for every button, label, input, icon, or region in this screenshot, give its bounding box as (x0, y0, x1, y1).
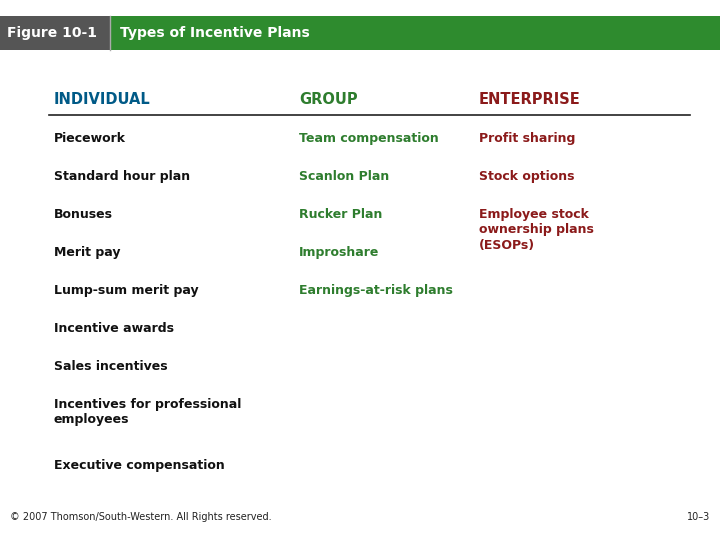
Bar (0, 16, 110, 50)
Text: Standard hour plan: Standard hour plan (54, 170, 190, 183)
Text: 10–3: 10–3 (687, 512, 710, 522)
Text: INDIVIDUAL: INDIVIDUAL (54, 92, 150, 107)
Bar (0, 16, 720, 50)
Text: Scanlon Plan: Scanlon Plan (299, 170, 389, 183)
Text: Sales incentives: Sales incentives (54, 360, 168, 373)
Text: Rucker Plan: Rucker Plan (299, 208, 382, 221)
Text: Figure 10-1: Figure 10-1 (7, 26, 97, 40)
Text: Team compensation: Team compensation (299, 132, 438, 145)
Text: Incentives for professional
employees: Incentives for professional employees (54, 398, 241, 427)
Text: Improshare: Improshare (299, 246, 379, 259)
Text: Merit pay: Merit pay (54, 246, 120, 259)
Text: Incentive awards: Incentive awards (54, 322, 174, 335)
Text: Lump-sum merit pay: Lump-sum merit pay (54, 284, 199, 297)
Text: Piecework: Piecework (54, 132, 126, 145)
Text: ENTERPRISE: ENTERPRISE (479, 92, 580, 107)
Text: Bonuses: Bonuses (54, 208, 113, 221)
Text: Earnings-at-risk plans: Earnings-at-risk plans (299, 284, 453, 297)
Text: GROUP: GROUP (299, 92, 357, 107)
Text: Executive compensation: Executive compensation (54, 459, 225, 472)
Text: Types of Incentive Plans: Types of Incentive Plans (120, 26, 310, 40)
Text: Profit sharing: Profit sharing (479, 132, 575, 145)
Text: Stock options: Stock options (479, 170, 575, 183)
Text: © 2007 Thomson/South-Western. All Rights reserved.: © 2007 Thomson/South-Western. All Rights… (10, 512, 271, 522)
Text: Employee stock
ownership plans
(ESOPs): Employee stock ownership plans (ESOPs) (479, 208, 594, 252)
